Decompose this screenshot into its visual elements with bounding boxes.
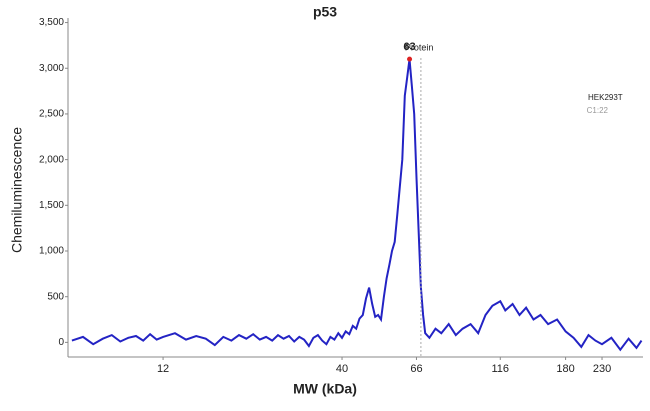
y-tick-label: 3,000 <box>39 63 64 74</box>
y-axis-label: Chemiluminescence <box>9 127 25 253</box>
peak-label: 63 <box>403 41 415 53</box>
y-tick-label: 500 <box>47 291 64 302</box>
x-tick-label: 230 <box>593 363 611 375</box>
y-tick-label: 0 <box>58 337 64 348</box>
protein-label: Protein <box>405 42 434 52</box>
x-tick-label: 116 <box>492 363 510 375</box>
x-tick-label: 180 <box>556 363 574 375</box>
y-tick-label: 2,500 <box>39 109 64 120</box>
trace-line <box>71 58 643 352</box>
y-tick-label: 3,500 <box>39 17 64 28</box>
x-tick-label: 40 <box>336 363 348 375</box>
y-tick-label: 2,000 <box>39 154 64 165</box>
x-axis-label: MW (kDa) <box>293 381 357 397</box>
capillary-label: C1:22 <box>587 106 609 115</box>
chart-title: p53 <box>313 4 337 20</box>
sample-label: HEK293T <box>588 93 623 102</box>
x-tick-label: 66 <box>410 363 422 375</box>
x-tick-label: 12 <box>157 363 169 375</box>
y-tick-label: 1,500 <box>39 200 64 211</box>
peak-dot <box>407 56 413 62</box>
y-tick-label: 1,000 <box>39 246 64 257</box>
